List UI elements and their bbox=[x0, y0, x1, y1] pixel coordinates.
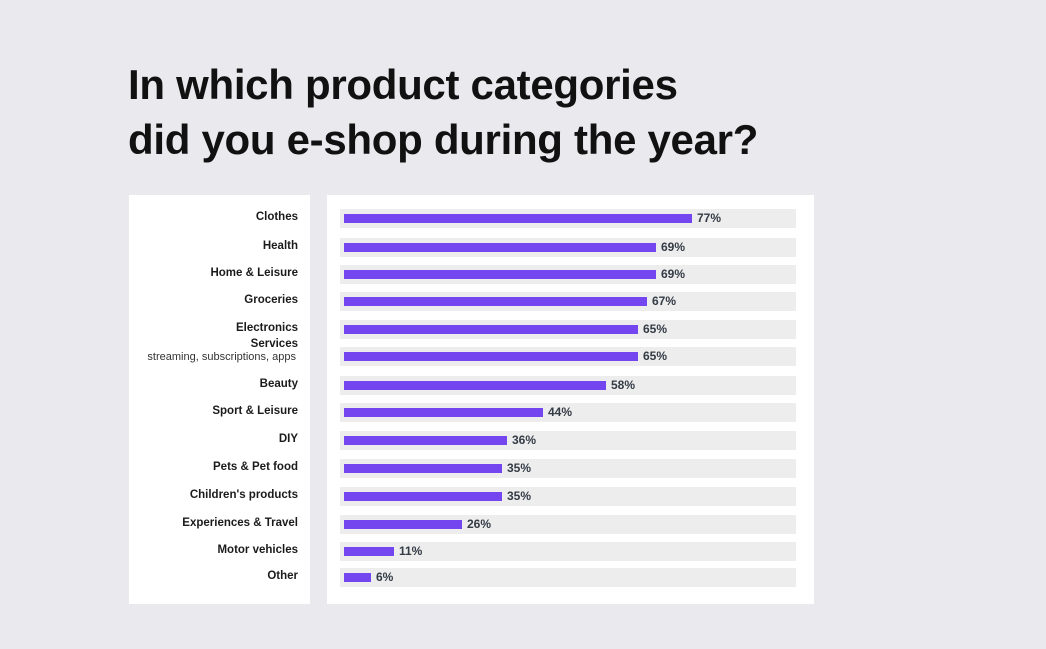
category-label: Children's products bbox=[128, 489, 298, 502]
bar-track: 58% bbox=[340, 376, 796, 395]
bar bbox=[344, 520, 462, 529]
bar bbox=[344, 492, 502, 501]
value-label: 69% bbox=[661, 240, 686, 254]
bar bbox=[344, 381, 606, 390]
bar bbox=[344, 547, 394, 556]
bar-track: 69% bbox=[340, 265, 796, 284]
bar bbox=[344, 325, 638, 334]
category-label-text: Experiences & Travel bbox=[182, 517, 298, 529]
category-label-text: Motor vehicles bbox=[217, 544, 298, 556]
category-label-text: Electronics bbox=[236, 322, 298, 334]
bar-track: 26% bbox=[340, 515, 796, 534]
category-label: Groceries bbox=[128, 294, 298, 307]
category-label: Experiences & Travel bbox=[128, 517, 298, 530]
bar-track: 67% bbox=[340, 292, 796, 311]
value-label: 67% bbox=[652, 294, 677, 308]
value-label: 44% bbox=[548, 405, 573, 419]
bar-track: 36% bbox=[340, 431, 796, 450]
value-label: 65% bbox=[643, 322, 668, 336]
value-label: 6% bbox=[376, 570, 394, 584]
category-label: Motor vehicles bbox=[128, 544, 298, 557]
category-label-text: Pets & Pet food bbox=[213, 461, 298, 473]
category-label-text: Children's products bbox=[189, 489, 298, 501]
value-label: 26% bbox=[467, 517, 492, 531]
category-label: Beauty bbox=[128, 378, 298, 391]
value-label: 69% bbox=[661, 267, 686, 281]
bar-track: 65% bbox=[340, 320, 796, 339]
category-label-text: Groceries bbox=[244, 294, 298, 306]
bar bbox=[344, 243, 656, 252]
bar bbox=[344, 297, 647, 306]
bar-track: 35% bbox=[340, 459, 796, 478]
chart-title-line-2: did you e-shop during the year? bbox=[128, 116, 759, 163]
category-label-text: Sport & Leisure bbox=[212, 405, 298, 417]
bar-chart-panel: 77% 69% 69% 67% 65% 65% 58% 44% 36% 35% 35% 26% 11% 6… bbox=[327, 195, 814, 604]
value-label: 77% bbox=[697, 211, 722, 225]
bar bbox=[344, 408, 543, 417]
category-label-panel: Clothes Health Home & Leisure Groceries Elec… bbox=[129, 195, 310, 604]
bar bbox=[344, 436, 507, 445]
category-label: Sport & Leisure bbox=[128, 405, 298, 418]
category-label: Home & Leisure bbox=[128, 267, 298, 280]
category-label-text: Clothes bbox=[255, 211, 298, 223]
bar-track: 77% bbox=[340, 209, 796, 228]
bar-track: 6% bbox=[340, 568, 796, 587]
chart-title: In which product categories did you e-sh… bbox=[128, 57, 888, 167]
value-label: 11% bbox=[399, 544, 423, 558]
category-label: Clothes bbox=[128, 211, 298, 224]
category-label-text: Beauty bbox=[259, 378, 298, 390]
category-label-text: Home & Leisure bbox=[210, 267, 298, 279]
chart-title-line-1: In which product categories bbox=[128, 61, 678, 108]
bar bbox=[344, 214, 692, 223]
category-label: Electronics bbox=[128, 322, 298, 335]
value-label: 58% bbox=[611, 378, 636, 392]
category-label: Pets & Pet food bbox=[128, 461, 298, 474]
category-label: Health bbox=[128, 240, 298, 253]
value-label: 35% bbox=[507, 461, 532, 475]
category-label: DIY bbox=[128, 433, 298, 446]
bar-track: 44% bbox=[340, 403, 796, 422]
category-label-text: Health bbox=[262, 240, 298, 252]
bar-track: 35% bbox=[340, 487, 796, 506]
category-label: Services streaming, subscriptions, apps bbox=[128, 338, 298, 364]
category-sublabel: streaming, subscriptions, apps bbox=[147, 351, 296, 363]
category-label-text: DIY bbox=[278, 433, 298, 445]
value-label: 35% bbox=[507, 489, 532, 503]
bar-track: 11% bbox=[340, 542, 796, 561]
bar-track: 69% bbox=[340, 238, 796, 257]
category-label-text: Other bbox=[267, 570, 298, 582]
value-label: 36% bbox=[512, 433, 537, 447]
category-label-text: Services bbox=[250, 338, 298, 350]
bar bbox=[344, 270, 656, 279]
bar bbox=[344, 573, 371, 582]
bar bbox=[344, 464, 502, 473]
bar bbox=[344, 352, 638, 361]
bar-track: 65% bbox=[340, 347, 796, 366]
value-label: 65% bbox=[643, 349, 668, 363]
category-label: Other bbox=[128, 570, 298, 583]
